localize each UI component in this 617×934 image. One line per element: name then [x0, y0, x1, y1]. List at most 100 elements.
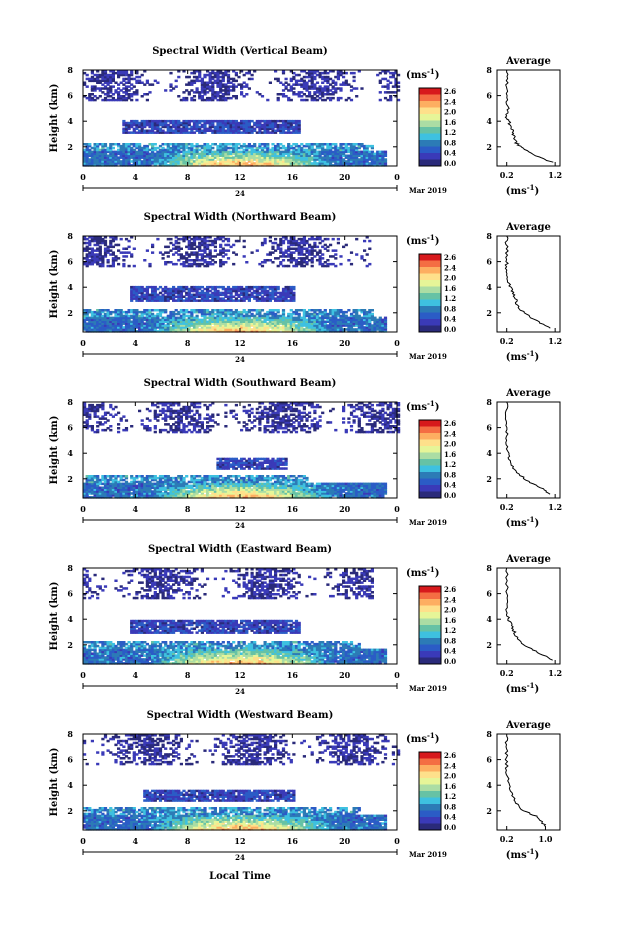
- average-y-tick: 2: [486, 640, 492, 650]
- colorbar-tick-label: 2.0: [444, 606, 456, 615]
- month-label: Mar 2019: [409, 684, 447, 693]
- average-y-tick: 8: [486, 563, 492, 573]
- colorbar-swatch: [419, 625, 441, 632]
- colorbar-tick-label: 0.8: [444, 304, 456, 313]
- colorbar-swatch: [419, 108, 441, 115]
- colorbar-tick-label: 2.6: [444, 585, 456, 594]
- average-x-tick: 1.2: [548, 502, 562, 512]
- x-tick-label: 16: [287, 172, 299, 182]
- colorbar-tick-label: 1.2: [444, 792, 456, 801]
- month-label: Mar 2019: [409, 518, 447, 527]
- average-profile-line: [505, 70, 553, 162]
- colorbar-swatch: [419, 153, 441, 160]
- average-profile-line: [505, 402, 550, 494]
- month-label: Mar 2019: [409, 850, 447, 859]
- x-tick-label: 0: [394, 836, 400, 846]
- colorbar-tick-label: 1.6: [444, 450, 456, 459]
- colorbar-swatch: [419, 479, 441, 486]
- colorbar-swatch: [419, 95, 441, 102]
- y-axis-label: Height (km): [49, 748, 60, 817]
- colorbar-swatch: [419, 599, 441, 606]
- y-tick-label: 4: [67, 116, 73, 126]
- y-tick-label: 8: [67, 231, 73, 241]
- colorbar-tick-label: 0.0: [444, 325, 456, 334]
- x-tick-label: 12: [234, 836, 245, 846]
- colorbar-swatch: [419, 134, 441, 141]
- x-tick-label: 0: [80, 836, 86, 846]
- colorbar-tick-label: 1.6: [444, 616, 456, 625]
- colorbar-unit: (ms-1): [406, 731, 439, 745]
- colorbar-swatch: [419, 287, 441, 294]
- x-tick-label: 0: [394, 504, 400, 514]
- colorbar-swatch: [419, 121, 441, 128]
- colorbar-swatch: [419, 160, 441, 167]
- colorbar-tick-label: 1.6: [444, 284, 456, 293]
- colorbar-tick-label: 2.0: [444, 108, 456, 117]
- panel-title: Spectral Width (Eastward Beam): [148, 544, 332, 555]
- colorbar-tick-label: 2.6: [444, 87, 456, 96]
- colorbar-swatch: [419, 778, 441, 785]
- panel-title: Spectral Width (Westward Beam): [147, 710, 334, 721]
- average-title: Average: [505, 56, 551, 67]
- average-y-tick: 6: [486, 91, 492, 101]
- x-tick-label: 0: [80, 670, 86, 680]
- colorbar-tick-label: 2.6: [444, 419, 456, 428]
- x-tick-label: 0: [394, 338, 400, 348]
- colorbar-swatch: [419, 658, 441, 665]
- y-axis-label: Height (km): [49, 84, 60, 153]
- average-frame: [497, 402, 560, 498]
- x-tick-label: 8: [185, 836, 191, 846]
- average-y-tick: 2: [486, 806, 492, 816]
- average-x-tick: 0.2: [500, 668, 514, 678]
- colorbar-tick-label: 0.0: [444, 823, 456, 832]
- panel-title: Spectral Width (Southward Beam): [144, 378, 337, 389]
- colorbar-swatch: [419, 274, 441, 281]
- average-y-tick: 8: [486, 231, 492, 241]
- colorbar-tick-label: 2.4: [444, 263, 456, 272]
- colorbar-swatch: [419, 798, 441, 805]
- average-x-tick: 1.2: [548, 668, 562, 678]
- average-profile-line: [505, 236, 550, 328]
- colorbar-tick-label: 0.4: [444, 149, 456, 158]
- colorbar-tick-label: 0.4: [444, 315, 456, 324]
- colorbar-tick-label: 0.8: [444, 470, 456, 479]
- y-tick-label: 2: [67, 640, 73, 650]
- day-label: 24: [235, 687, 245, 696]
- colorbar-swatch: [419, 804, 441, 811]
- x-tick-label: 0: [80, 338, 86, 348]
- colorbar-swatch: [419, 785, 441, 792]
- day-label: 24: [235, 355, 245, 364]
- colorbar-swatch: [419, 420, 441, 427]
- colorbar-swatch: [419, 280, 441, 287]
- colorbar-tick-label: 2.4: [444, 595, 456, 604]
- y-axis-label: Height (km): [49, 250, 60, 319]
- y-tick-label: 4: [67, 448, 73, 458]
- average-x-label: (ms-1): [506, 515, 539, 529]
- heatmap-cells: [83, 402, 400, 499]
- average-profile-line: [505, 734, 545, 826]
- average-title: Average: [505, 388, 551, 399]
- colorbar-unit: (ms-1): [406, 233, 439, 247]
- heatmap-cells: [83, 568, 387, 665]
- average-y-tick: 4: [486, 116, 492, 126]
- panel-3: Spectral Width (Eastward Beam)2468Height…: [49, 544, 562, 696]
- colorbar-tick-label: 2.6: [444, 751, 456, 760]
- average-y-tick: 6: [486, 755, 492, 765]
- colorbar-swatch: [419, 300, 441, 307]
- colorbar-tick-label: 0.4: [444, 481, 456, 490]
- colorbar-swatch: [419, 752, 441, 759]
- average-x-tick: 0.2: [500, 834, 514, 844]
- average-y-tick: 6: [486, 257, 492, 267]
- panel-4: Spectral Width (Westward Beam)2468Height…: [49, 710, 560, 862]
- colorbar-swatch: [419, 313, 441, 320]
- colorbar-swatch: [419, 293, 441, 300]
- colorbar-swatch: [419, 459, 441, 466]
- day-label: 24: [235, 521, 245, 530]
- colorbar-swatch: [419, 254, 441, 261]
- average-x-tick: 0.2: [500, 502, 514, 512]
- colorbar-tick-label: 0.0: [444, 159, 456, 168]
- x-tick-label: 4: [133, 504, 139, 514]
- colorbar-tick-label: 0.0: [444, 657, 456, 666]
- y-tick-label: 8: [67, 397, 73, 407]
